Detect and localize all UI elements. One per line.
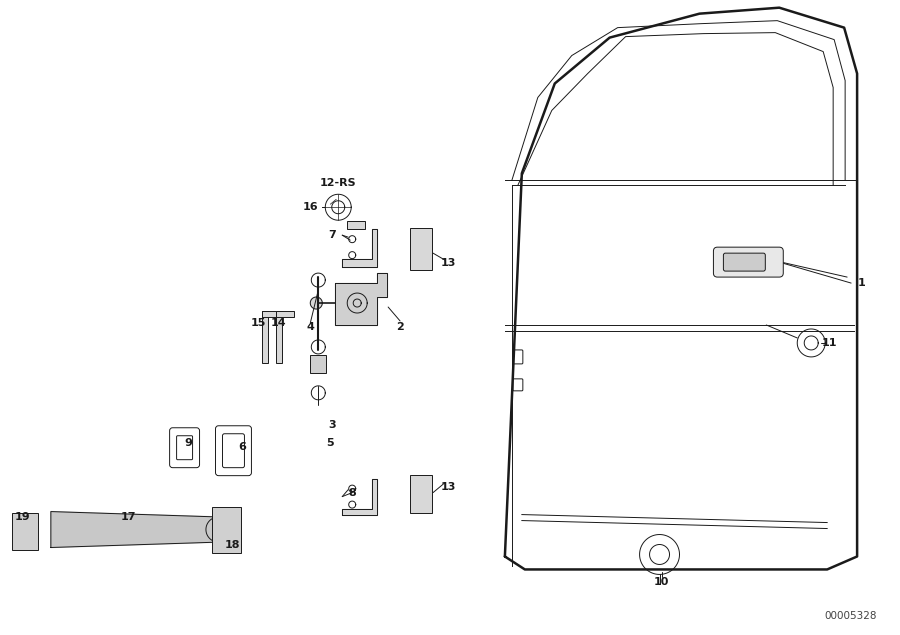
Text: 12-RS: 12-RS: [320, 178, 356, 189]
Text: 2: 2: [396, 322, 404, 332]
Text: 9: 9: [184, 438, 193, 448]
Text: 7: 7: [328, 230, 336, 240]
Text: 6: 6: [238, 442, 247, 451]
Polygon shape: [51, 512, 219, 547]
Polygon shape: [342, 479, 377, 514]
Bar: [410, 474, 432, 512]
Text: 19: 19: [15, 512, 31, 521]
Text: 16: 16: [302, 202, 318, 212]
Polygon shape: [342, 229, 377, 267]
Text: 3: 3: [328, 420, 336, 430]
Text: 8: 8: [348, 488, 356, 498]
Text: 15: 15: [251, 318, 266, 328]
Text: 4: 4: [306, 322, 314, 332]
Text: 5: 5: [327, 438, 334, 448]
FancyBboxPatch shape: [212, 507, 241, 554]
Polygon shape: [206, 517, 231, 542]
Text: 13: 13: [440, 258, 455, 268]
Bar: [276, 311, 283, 363]
Text: 14: 14: [271, 318, 286, 328]
Polygon shape: [347, 293, 367, 313]
Text: 1: 1: [857, 278, 865, 288]
Bar: [263, 311, 268, 363]
Bar: [310, 355, 327, 373]
FancyBboxPatch shape: [12, 512, 38, 551]
FancyBboxPatch shape: [714, 247, 783, 277]
Text: 00005328: 00005328: [824, 612, 877, 621]
Bar: [410, 228, 432, 270]
Bar: [276, 311, 294, 317]
Text: 13: 13: [440, 481, 455, 491]
FancyBboxPatch shape: [724, 253, 765, 271]
Text: 10: 10: [653, 577, 670, 587]
Text: 11: 11: [822, 338, 837, 348]
Bar: [263, 311, 281, 317]
Text: 17: 17: [121, 512, 137, 521]
Bar: [347, 221, 365, 229]
Polygon shape: [336, 273, 387, 325]
Text: 18: 18: [225, 540, 240, 549]
Polygon shape: [310, 297, 322, 309]
